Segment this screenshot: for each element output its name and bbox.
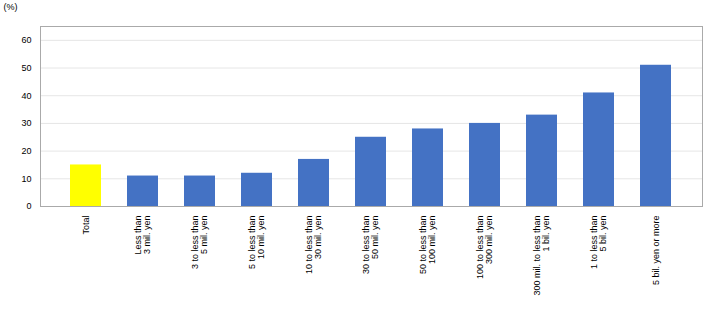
svg-text:Total: Total [81,216,91,235]
svg-text:5 to less than10 mil. yen: 5 to less than10 mil. yen [247,216,266,270]
svg-text:60: 60 [21,35,31,45]
svg-text:0: 0 [26,201,31,211]
svg-text:20: 20 [21,146,31,156]
svg-text:30 to less than50 mil. yen: 30 to less than50 mil. yen [361,216,380,275]
svg-text:10: 10 [21,174,31,184]
svg-text:30: 30 [21,118,31,128]
svg-text:Less than3 mil. yen: Less than3 mil. yen [133,216,152,255]
svg-text:10 to less than30 mil. yen: 10 to less than30 mil. yen [304,216,323,275]
svg-text:(%): (%) [4,2,18,12]
svg-text:50: 50 [21,63,31,73]
svg-text:5 bil. yen or more: 5 bil. yen or more [651,216,661,286]
svg-text:300 mil. to less than1 bil. ye: 300 mil. to less than1 bil. yen [532,216,551,296]
svg-text:40: 40 [21,91,31,101]
svg-text:3 to less than5 mil. yen: 3 to less than5 mil. yen [190,216,209,270]
svg-text:100 to less than300 mil. yen: 100 to less than300 mil. yen [475,216,494,280]
svg-text:50 to less than100 mil. yen: 50 to less than100 mil. yen [418,216,437,275]
svg-text:1 to less than5 bil. yen: 1 to less than5 bil. yen [589,216,608,270]
